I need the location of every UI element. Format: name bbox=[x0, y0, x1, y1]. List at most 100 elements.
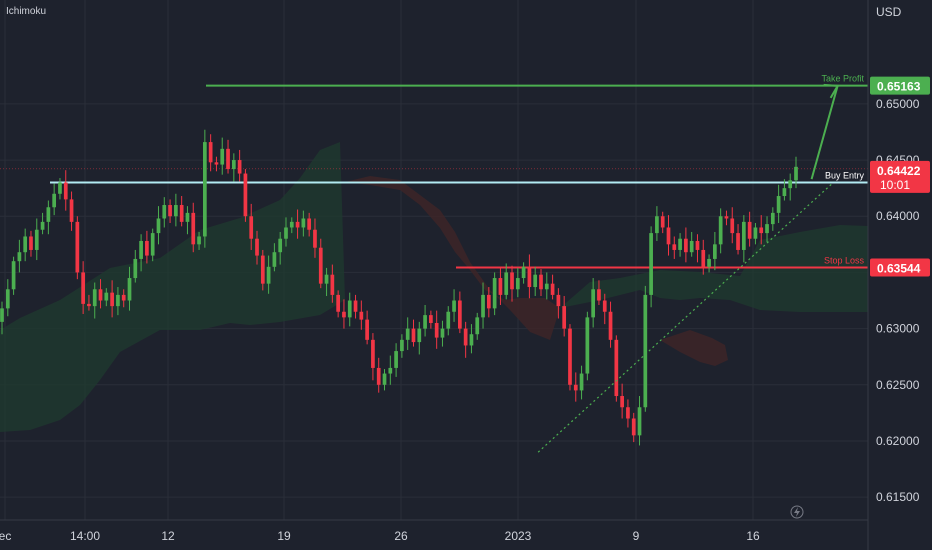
candle-down bbox=[724, 216, 729, 219]
candle-down bbox=[365, 319, 369, 340]
candle-down bbox=[626, 407, 630, 419]
last-price-label: 0.64422 bbox=[877, 164, 921, 178]
candle-up bbox=[417, 328, 422, 343]
level-name-take-profit: Take Profit bbox=[821, 74, 864, 84]
candle-up bbox=[400, 339, 404, 352]
candle-up bbox=[174, 205, 178, 217]
candle-up bbox=[0, 308, 4, 322]
candle-down bbox=[237, 160, 242, 174]
lightning-icon[interactable] bbox=[790, 505, 804, 519]
candle-down bbox=[81, 272, 85, 304]
candle-up bbox=[17, 252, 22, 262]
ascending-trendline[interactable] bbox=[537, 182, 834, 453]
level-labels: Take Profit Buy Entry Stop Loss bbox=[821, 74, 864, 266]
time-tick-label: 2023 bbox=[505, 529, 532, 543]
candle-up bbox=[707, 258, 711, 267]
candle-down bbox=[168, 205, 172, 217]
candle-up bbox=[23, 236, 28, 253]
candle-up bbox=[197, 236, 201, 245]
time-tick-label: 19 bbox=[277, 529, 291, 543]
candle-up bbox=[162, 205, 167, 219]
candle-up bbox=[104, 292, 109, 301]
candle-up bbox=[405, 328, 410, 340]
candle-down bbox=[214, 162, 219, 165]
candle-down bbox=[429, 315, 433, 323]
currency-label: USD bbox=[876, 5, 902, 19]
candle-down bbox=[539, 274, 543, 290]
candle-up bbox=[475, 317, 480, 335]
level-name-stop-loss: Stop Loss bbox=[824, 255, 865, 265]
cloud-red-area-right bbox=[660, 330, 728, 366]
candle-down bbox=[75, 221, 80, 273]
candle-up bbox=[643, 294, 648, 408]
candle-up bbox=[284, 227, 288, 239]
candle-down bbox=[568, 328, 572, 385]
candle-down bbox=[510, 272, 514, 290]
countdown-label: 10:01 bbox=[880, 178, 910, 192]
candle-down bbox=[631, 418, 636, 436]
candle-down bbox=[730, 218, 735, 234]
candle-up bbox=[544, 283, 549, 290]
candle-down bbox=[208, 142, 213, 163]
candle-up bbox=[116, 294, 120, 307]
candle-up bbox=[220, 148, 225, 165]
candlesticks bbox=[0, 129, 798, 446]
candle-down bbox=[179, 205, 184, 222]
candle-up bbox=[481, 294, 485, 318]
candle-down bbox=[695, 240, 700, 250]
price-tick-label: 0.61500 bbox=[876, 490, 920, 504]
candle-down bbox=[318, 247, 323, 284]
candle-down bbox=[307, 218, 312, 230]
price-tick-label: 0.64000 bbox=[876, 209, 920, 223]
time-tick-label: 12 bbox=[161, 529, 175, 543]
candle-down bbox=[353, 300, 358, 312]
candle-down bbox=[359, 311, 364, 320]
candle-up bbox=[394, 351, 398, 368]
candle-up bbox=[11, 261, 16, 290]
candle-up bbox=[782, 188, 787, 197]
candle-up bbox=[585, 317, 590, 374]
price-tick-label: 0.65000 bbox=[876, 97, 920, 111]
ichimoku-cloud bbox=[0, 142, 868, 432]
candle-up bbox=[34, 229, 39, 250]
price-badge bbox=[870, 76, 930, 95]
candle-up bbox=[637, 407, 642, 436]
candle-down bbox=[336, 294, 341, 312]
candle-down bbox=[486, 294, 491, 309]
candle-up bbox=[5, 289, 10, 309]
candle-down bbox=[330, 274, 335, 295]
candle-up bbox=[533, 274, 538, 288]
candle-up bbox=[440, 328, 445, 338]
candle-up bbox=[301, 218, 306, 228]
time-tick-label: 26 bbox=[394, 529, 408, 543]
candle-down bbox=[63, 182, 68, 200]
candle-down bbox=[69, 199, 74, 222]
candle-up bbox=[492, 278, 497, 309]
projection-arrow[interactable] bbox=[810, 83, 840, 180]
candle-up bbox=[765, 224, 769, 234]
price-badge bbox=[870, 258, 930, 277]
candle-up bbox=[139, 240, 143, 259]
candle-down bbox=[342, 311, 346, 318]
candle-down bbox=[608, 311, 613, 340]
candle-down bbox=[573, 384, 578, 391]
candle-up bbox=[278, 238, 283, 253]
candle-up bbox=[133, 258, 138, 279]
candle-up bbox=[718, 216, 723, 245]
projection-line bbox=[810, 85, 839, 180]
time-tick-label: 16 bbox=[746, 529, 760, 543]
candle-up bbox=[202, 142, 207, 237]
candle-up bbox=[231, 160, 236, 170]
candle-up bbox=[753, 227, 758, 239]
candle-up bbox=[92, 289, 97, 307]
candle-down bbox=[411, 328, 416, 343]
candle-up bbox=[788, 180, 793, 189]
candle-up bbox=[689, 240, 694, 253]
candle-down bbox=[527, 266, 532, 288]
time-tick-label: ec bbox=[0, 529, 11, 543]
price-tick-label: 0.63000 bbox=[876, 322, 920, 336]
candle-down bbox=[371, 339, 375, 368]
candle-down bbox=[498, 278, 503, 295]
